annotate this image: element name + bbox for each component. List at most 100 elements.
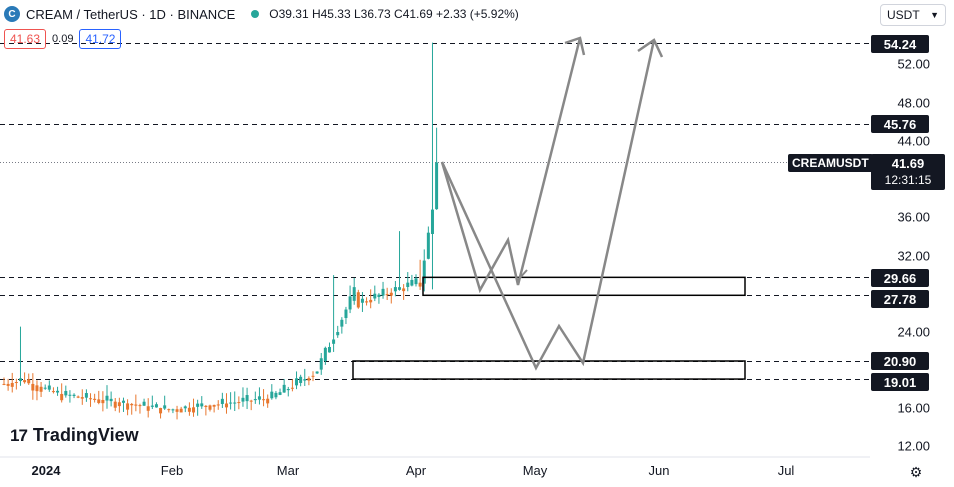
level-label: 45.76: [871, 115, 929, 133]
market-status-icon: [251, 10, 260, 18]
candles: [2, 42, 439, 420]
candle-body: [51, 391, 55, 393]
candle-body: [146, 406, 150, 411]
candle-body: [385, 294, 389, 296]
candle-body: [402, 288, 406, 292]
candle-body: [80, 397, 84, 399]
symbol-title[interactable]: CREAM / TetherUS · 1D · BINANCE: [26, 6, 236, 22]
current-price-value: 41.69: [891, 156, 925, 171]
candle-body: [126, 403, 130, 410]
candle-body: [2, 383, 6, 385]
candle-body: [47, 385, 51, 390]
sell-button[interactable]: 41.63: [4, 29, 47, 49]
candle-body: [356, 292, 360, 308]
candle-body: [154, 404, 158, 408]
candle-body: [89, 398, 93, 400]
quote-panel: 41.63 0.09 41.72: [4, 29, 122, 49]
candle-body: [369, 299, 373, 303]
candle-body: [398, 287, 402, 290]
candle-body: [60, 393, 64, 401]
candle-body: [68, 394, 72, 396]
price-tick: 24.00: [897, 324, 930, 340]
candle-body: [360, 298, 364, 303]
level-label: 19.01: [871, 373, 929, 391]
candle-body: [187, 407, 191, 412]
candle-body: [134, 404, 138, 406]
price-tick: 48.00: [897, 95, 930, 111]
price-tick: 52.00: [897, 56, 930, 72]
candle-body: [237, 402, 241, 404]
candle-body: [406, 282, 410, 287]
price-tick: 16.00: [897, 400, 930, 416]
bar-countdown: 12:31:15: [884, 173, 932, 187]
level-label: 29.66: [871, 269, 929, 287]
candle-body: [319, 358, 323, 370]
candle-body: [332, 339, 336, 344]
candle-body: [262, 399, 266, 401]
demand-zone-upper: [422, 276, 746, 297]
candle-body: [171, 409, 175, 411]
candle-body: [295, 378, 299, 386]
candle-body: [159, 407, 163, 414]
candle-body: [393, 287, 397, 292]
spread-value: 0.09: [52, 33, 74, 45]
demand-zone-lower: [352, 360, 746, 380]
candle-body: [196, 403, 200, 407]
price-tick: 44.00: [897, 133, 930, 149]
candle-body: [192, 407, 196, 413]
candle-body: [348, 296, 352, 310]
candle-body: [109, 398, 113, 402]
candle-body: [208, 405, 212, 410]
level-label: 20.90: [871, 352, 929, 370]
candle-body: [270, 391, 274, 399]
candle-body: [323, 347, 327, 362]
candle-body: [27, 379, 31, 384]
candle-body: [183, 406, 187, 409]
chart-header: C CREAM / TetherUS · 1D · BINANCE O39.31…: [4, 4, 519, 24]
candle-body: [101, 399, 105, 404]
candle-body: [327, 346, 331, 353]
candle-body: [130, 403, 134, 406]
time-tick: Apr: [405, 463, 427, 478]
candle-body: [175, 409, 179, 412]
candle-body: [64, 390, 68, 396]
candle-body: [241, 397, 245, 402]
projection-paths: [440, 36, 664, 371]
price-tick: 36.00: [897, 209, 930, 225]
candle-body: [430, 209, 434, 234]
zones: [352, 276, 746, 380]
candle-body: [179, 408, 183, 413]
candle-body: [97, 399, 101, 403]
candle-body: [418, 282, 422, 287]
currency-select[interactable]: USDT ▼: [880, 4, 946, 26]
tradingview-logo[interactable]: 17 TradingView: [10, 425, 139, 446]
time-tick: May: [522, 463, 548, 478]
time-tick: Mar: [276, 463, 300, 478]
candle-body: [266, 398, 270, 404]
buy-button[interactable]: 41.72: [79, 29, 122, 49]
candle-body: [93, 398, 97, 400]
candle-body: [249, 400, 253, 402]
candle-body: [253, 399, 257, 401]
candle-body: [14, 382, 18, 384]
settings-gear-icon[interactable]: ⚙: [909, 463, 923, 480]
candle-body: [113, 401, 117, 408]
current-price-label: 41.69 12:31:15: [871, 154, 945, 190]
candle-body: [336, 332, 340, 336]
candle-body: [303, 379, 307, 381]
candle-body: [377, 294, 381, 298]
candle-body: [84, 393, 88, 398]
candle-body: [344, 309, 348, 319]
candle-body: [307, 378, 311, 381]
candle-body: [274, 392, 278, 398]
candle-body: [299, 376, 303, 383]
candle-body: [43, 387, 47, 389]
candle-body: [220, 398, 224, 404]
candle-body: [311, 375, 315, 377]
candle-body: [365, 301, 369, 303]
arrowhead-b: [637, 38, 664, 58]
candle-body: [105, 395, 109, 401]
candle-body: [35, 385, 39, 392]
candle-body: [426, 232, 430, 259]
